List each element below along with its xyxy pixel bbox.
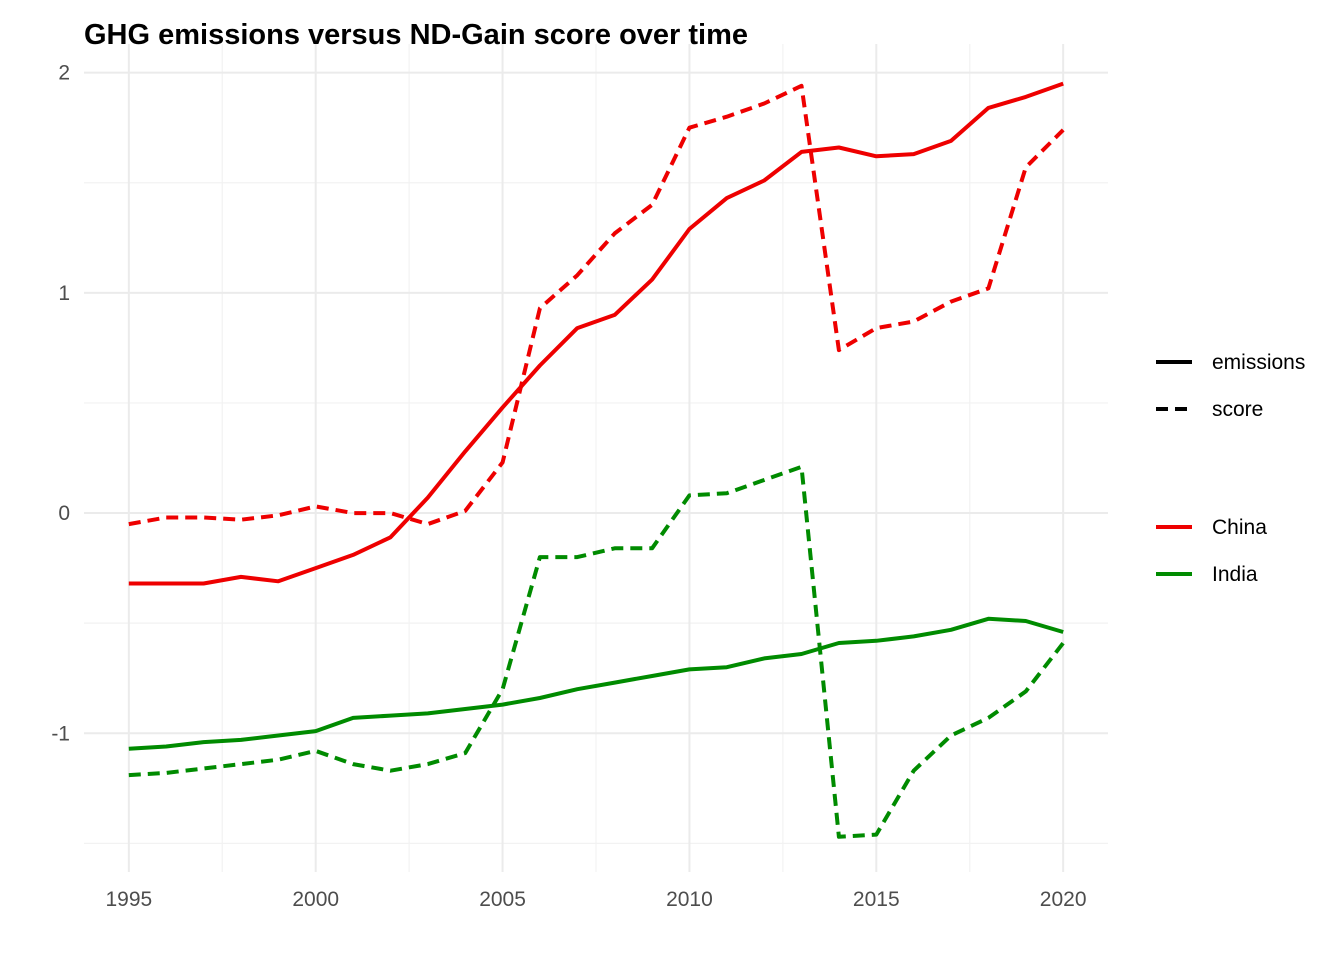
series-line-india-emissions (128, 616, 1064, 751)
legend-label-india: India (1212, 563, 1258, 586)
y-tick-label: 0 (58, 502, 70, 525)
legend-label-china: China (1212, 516, 1267, 539)
y-tick-label: -1 (51, 722, 70, 745)
series-line-china-emissions (128, 81, 1064, 586)
series-line-india-score (128, 464, 1065, 839)
x-tick-label: 2010 (666, 888, 713, 911)
x-tick-label: 2005 (479, 888, 526, 911)
x-tick-label: 2020 (1040, 888, 1087, 911)
legend-label-score: score (1212, 398, 1263, 421)
x-tick-label: 1995 (105, 888, 152, 911)
y-tick-label: 2 (58, 62, 70, 85)
major-gridlines (84, 44, 1108, 872)
legend-label-emissions: emissions (1212, 351, 1305, 374)
series-line-china-score (128, 83, 1065, 527)
x-tick-label: 2000 (292, 888, 339, 911)
x-tick-label: 2015 (853, 888, 900, 911)
y-axis-ticks: -1 0 1 2 (51, 62, 70, 746)
series-lines (128, 81, 1065, 839)
legend: emissions score China India (1156, 351, 1305, 586)
chart-title: GHG emissions versus ND-Gain score over … (84, 19, 748, 51)
y-tick-label: 1 (58, 282, 70, 305)
x-axis-ticks: 1995 2000 2005 2010 2015 2020 (105, 888, 1086, 911)
minor-gridlines (84, 44, 1108, 872)
